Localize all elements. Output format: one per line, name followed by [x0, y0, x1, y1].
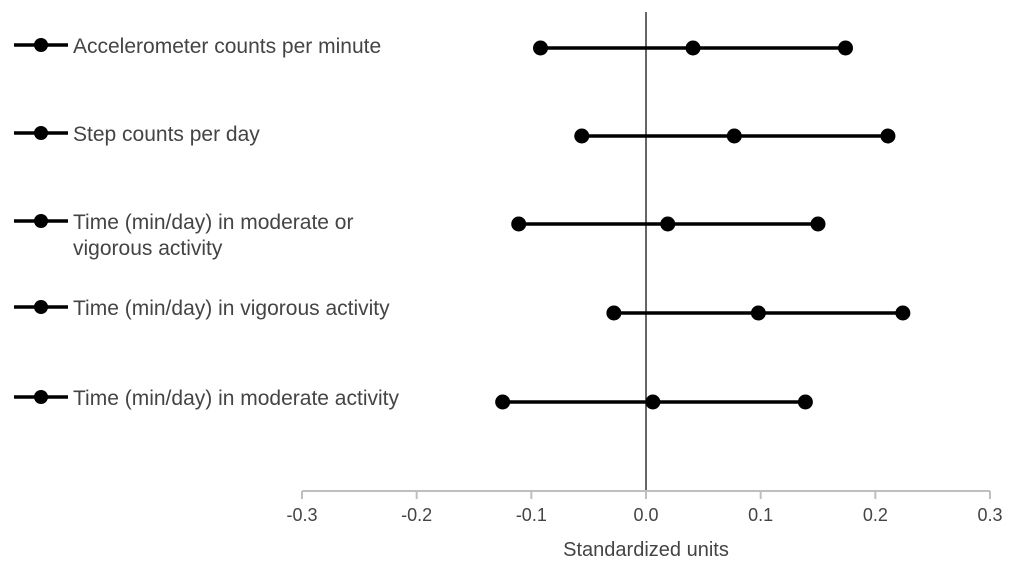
series-row	[574, 128, 896, 144]
estimate-point	[660, 216, 676, 232]
x-tick-label: 0.0	[633, 505, 658, 525]
x-tick-label: -0.3	[286, 505, 317, 525]
x-tick-label: 0.3	[977, 505, 1002, 525]
legend-marker	[34, 390, 48, 404]
estimate-point	[726, 128, 742, 144]
lower-bound-point	[495, 394, 511, 410]
legend-entry: Accelerometer counts per minute	[14, 35, 381, 58]
legend-marker	[34, 214, 48, 228]
series-row	[533, 40, 854, 56]
upper-bound-point	[880, 128, 896, 144]
legend-label: Accelerometer counts per minute	[73, 35, 381, 58]
estimate-point	[645, 394, 661, 410]
series-row	[606, 305, 911, 321]
lower-bound-point	[533, 40, 549, 56]
legend-entry: Time (min/day) in vigorous activity	[14, 297, 390, 320]
legend-label: vigorous activity	[73, 237, 223, 260]
legend-marker	[34, 300, 48, 314]
lower-bound-point	[574, 128, 590, 144]
upper-bound-point	[895, 305, 911, 321]
x-tick-label: 0.2	[863, 505, 888, 525]
series-row	[511, 216, 826, 232]
estimate-point	[750, 305, 766, 321]
upper-bound-point	[838, 40, 854, 56]
x-tick-label: 0.1	[748, 505, 773, 525]
legend-marker	[34, 38, 48, 52]
legend-label: Time (min/day) in moderate or	[73, 211, 353, 234]
upper-bound-point	[797, 394, 813, 410]
x-tick-label: -0.2	[401, 505, 432, 525]
legend-entry: Step counts per day	[14, 123, 260, 146]
lower-bound-point	[511, 216, 527, 232]
legend: Accelerometer counts per minute Step coun…	[14, 35, 399, 410]
legend-entry: Time (min/day) in moderate activity	[14, 387, 399, 410]
x-tick-label: -0.1	[516, 505, 547, 525]
plot-area	[495, 12, 911, 491]
lower-bound-point	[606, 305, 622, 321]
x-ticks: -0.3 -0.2 -0.1 0.0 0.1 0.2 0.3	[286, 491, 1003, 525]
legend-label: Step counts per day	[73, 123, 260, 146]
legend-marker	[34, 126, 48, 140]
x-axis-title: Standardized units	[563, 539, 729, 561]
estimate-point	[685, 40, 701, 56]
legend-label: Time (min/day) in vigorous activity	[73, 297, 390, 320]
series-row	[495, 394, 813, 410]
upper-bound-point	[810, 216, 826, 232]
series-layer	[495, 40, 911, 410]
x-axis: -0.3 -0.2 -0.1 0.0 0.1 0.2 0.3 Standardized un…	[286, 490, 1003, 561]
legend-label: Time (min/day) in moderate activity	[73, 387, 399, 410]
legend-entry: Time (min/day) in moderate or vigorous ac…	[14, 211, 353, 260]
